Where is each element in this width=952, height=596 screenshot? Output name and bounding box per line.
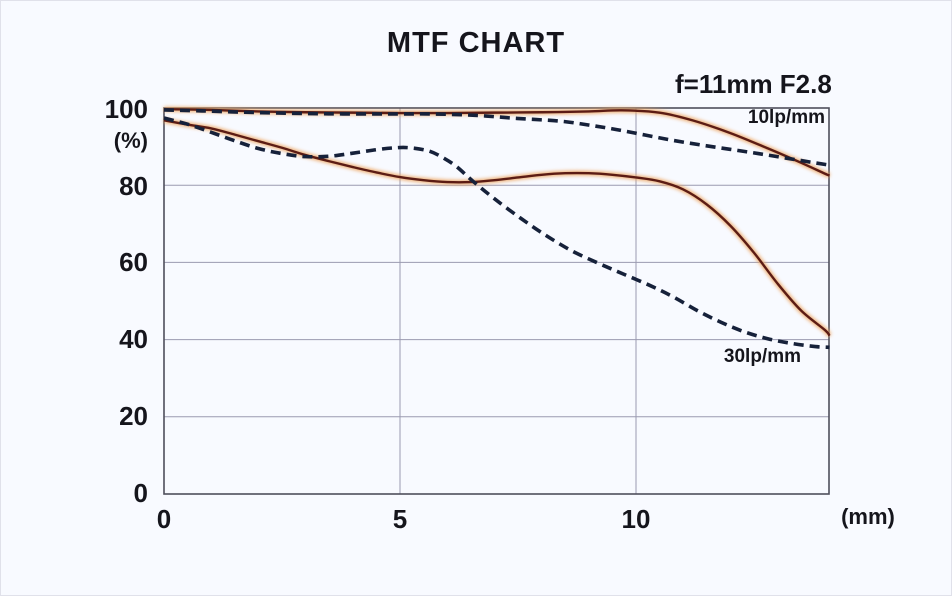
- svg-text:60: 60: [119, 247, 148, 277]
- svg-text:(%): (%): [114, 128, 148, 153]
- svg-text:0: 0: [157, 504, 171, 534]
- svg-text:(mm): (mm): [841, 504, 895, 529]
- svg-text:5: 5: [393, 504, 407, 534]
- svg-text:0: 0: [134, 478, 148, 508]
- svg-text:40: 40: [119, 324, 148, 354]
- svg-text:100: 100: [105, 94, 148, 124]
- svg-text:80: 80: [119, 171, 148, 201]
- svg-text:10: 10: [622, 504, 651, 534]
- svg-text:20: 20: [119, 401, 148, 431]
- svg-text:10lp/mm: 10lp/mm: [748, 107, 825, 128]
- svg-text:30lp/mm: 30lp/mm: [724, 346, 801, 367]
